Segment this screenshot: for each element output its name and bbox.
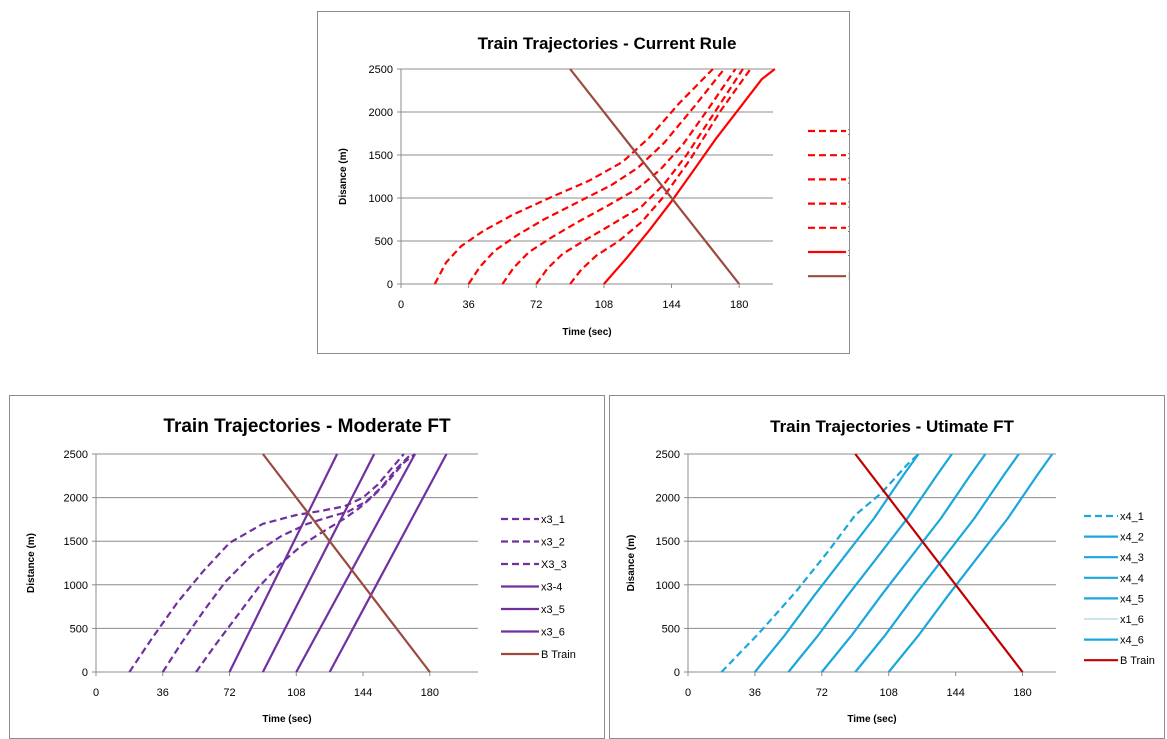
- x-tick-label: 180: [730, 299, 748, 311]
- x-tick-label: 180: [1013, 687, 1031, 699]
- chart-panel-ultimate-ft: Train Trajectories - Utimate FT 0 500 1000 1…: [609, 395, 1165, 739]
- x-tick-label: 72: [530, 299, 542, 311]
- series-line-x1_4: [536, 69, 743, 284]
- chart-title: Train Trajectories - Utimate FT: [770, 417, 1014, 436]
- legend-label: x3_5: [541, 604, 565, 616]
- legend-label: x4_6: [1120, 635, 1144, 647]
- series-line-x4_6: [889, 454, 1053, 672]
- series-line-x3_5: [263, 454, 374, 672]
- series-line-x3_6: [296, 454, 415, 672]
- chart-panel-current-rule: Train Trajectories - Current Rule 0 500 100…: [317, 11, 850, 354]
- y-tick-label: 1000: [64, 580, 88, 592]
- x-tick-label: 108: [880, 687, 898, 699]
- chart-panel-moderate-ft: Train Trajectories - Moderate FT 0 500 1000…: [9, 395, 605, 739]
- chart-svg: Train Trajectories - Utimate FT 0 500 1000 1…: [610, 396, 1164, 738]
- legend-label: x4_3: [1120, 552, 1144, 564]
- x-tick-label: 72: [223, 687, 235, 699]
- y-tick-label: 500: [70, 623, 88, 635]
- x-tick-label: 144: [354, 687, 372, 699]
- series-line-b-train: [855, 454, 1022, 672]
- series-line-x3_1: [129, 454, 403, 672]
- y-tick-label: 0: [82, 667, 88, 679]
- legend-label: x4_5: [1120, 593, 1144, 605]
- y-tick-label: 2500: [656, 449, 680, 461]
- x-tick-label: 108: [595, 299, 613, 311]
- legend-label: B Train: [848, 271, 849, 283]
- y-tick-label: 500: [662, 623, 680, 635]
- legend-label: x1_2: [848, 150, 849, 162]
- x-tick-label: 108: [287, 687, 305, 699]
- x-tick-label: 180: [421, 687, 439, 699]
- x-tick-label: 0: [685, 687, 691, 699]
- x-tick-label: 36: [463, 299, 475, 311]
- series-line-x4_4: [822, 454, 986, 672]
- y-tick-label: 2000: [656, 493, 680, 505]
- series-line-x1_3: [503, 69, 736, 284]
- x-tick-label: 144: [946, 687, 964, 699]
- y-axis-label: Distance (m): [26, 533, 37, 593]
- y-axis-label: Disance (m): [626, 535, 637, 592]
- legend-label: B Train: [541, 649, 576, 661]
- x-tick-label: 144: [662, 299, 680, 311]
- legend-label: x1_4: [848, 199, 849, 211]
- legend-label: x1_5: [848, 223, 849, 235]
- y-tick-label: 2500: [369, 64, 393, 76]
- y-tick-label: 1000: [656, 580, 680, 592]
- legend-label: x1_6: [1120, 614, 1144, 626]
- y-tick-label: 2500: [64, 449, 88, 461]
- legend-label: x4_1: [1120, 511, 1144, 523]
- legend-label: X3_3: [541, 559, 567, 571]
- series-line-x3_3: [196, 454, 415, 672]
- legend-label: x1_6: [848, 247, 849, 259]
- legend-label: x1_3: [848, 174, 849, 186]
- legend-label: x3_6: [541, 627, 565, 639]
- x-axis-label: Time (sec): [847, 714, 896, 725]
- x-tick-label: 36: [749, 687, 761, 699]
- chart-title: Train Trajectories - Current Rule: [478, 34, 737, 53]
- legend-label: B Train: [1120, 655, 1155, 667]
- series-line-x1_6: [604, 69, 775, 284]
- x-tick-label: 0: [93, 687, 99, 699]
- chart-title: Train Trajectories - Moderate FT: [163, 416, 451, 437]
- y-tick-label: 1000: [369, 193, 393, 205]
- series-line-x1_1: [435, 69, 713, 284]
- chart-svg: Train Trajectories - Current Rule 0 500 100…: [318, 12, 849, 353]
- legend-label: x4_2: [1120, 532, 1144, 544]
- y-tick-label: 500: [375, 236, 393, 248]
- y-tick-label: 2000: [64, 493, 88, 505]
- y-tick-label: 0: [674, 667, 680, 679]
- legend-label: x4_4: [1120, 573, 1144, 585]
- legend-label: x3_2: [541, 537, 565, 549]
- x-axis-label: Time (sec): [262, 714, 311, 725]
- chart-svg: Train Trajectories - Moderate FT 0 500 1000…: [10, 396, 604, 738]
- legend-label: x3-4: [541, 582, 562, 594]
- x-axis-label: Time (sec): [562, 327, 611, 338]
- series-line-x4_2: [755, 454, 919, 672]
- y-axis-label: Disance (m): [338, 148, 349, 205]
- x-tick-label: 36: [157, 687, 169, 699]
- y-tick-label: 1500: [656, 536, 680, 548]
- series-line-x4_3: [788, 454, 952, 672]
- x-tick-label: 72: [816, 687, 828, 699]
- legend-label: x1_1: [848, 126, 849, 138]
- y-tick-label: 2000: [369, 107, 393, 119]
- x-tick-label: 0: [398, 299, 404, 311]
- y-tick-label: 1500: [64, 536, 88, 548]
- y-tick-label: 0: [387, 279, 393, 291]
- y-tick-label: 1500: [369, 150, 393, 162]
- series-line-x4_1: [722, 454, 919, 672]
- legend-label: x3_1: [541, 514, 565, 526]
- series-line-x3-4: [230, 454, 338, 672]
